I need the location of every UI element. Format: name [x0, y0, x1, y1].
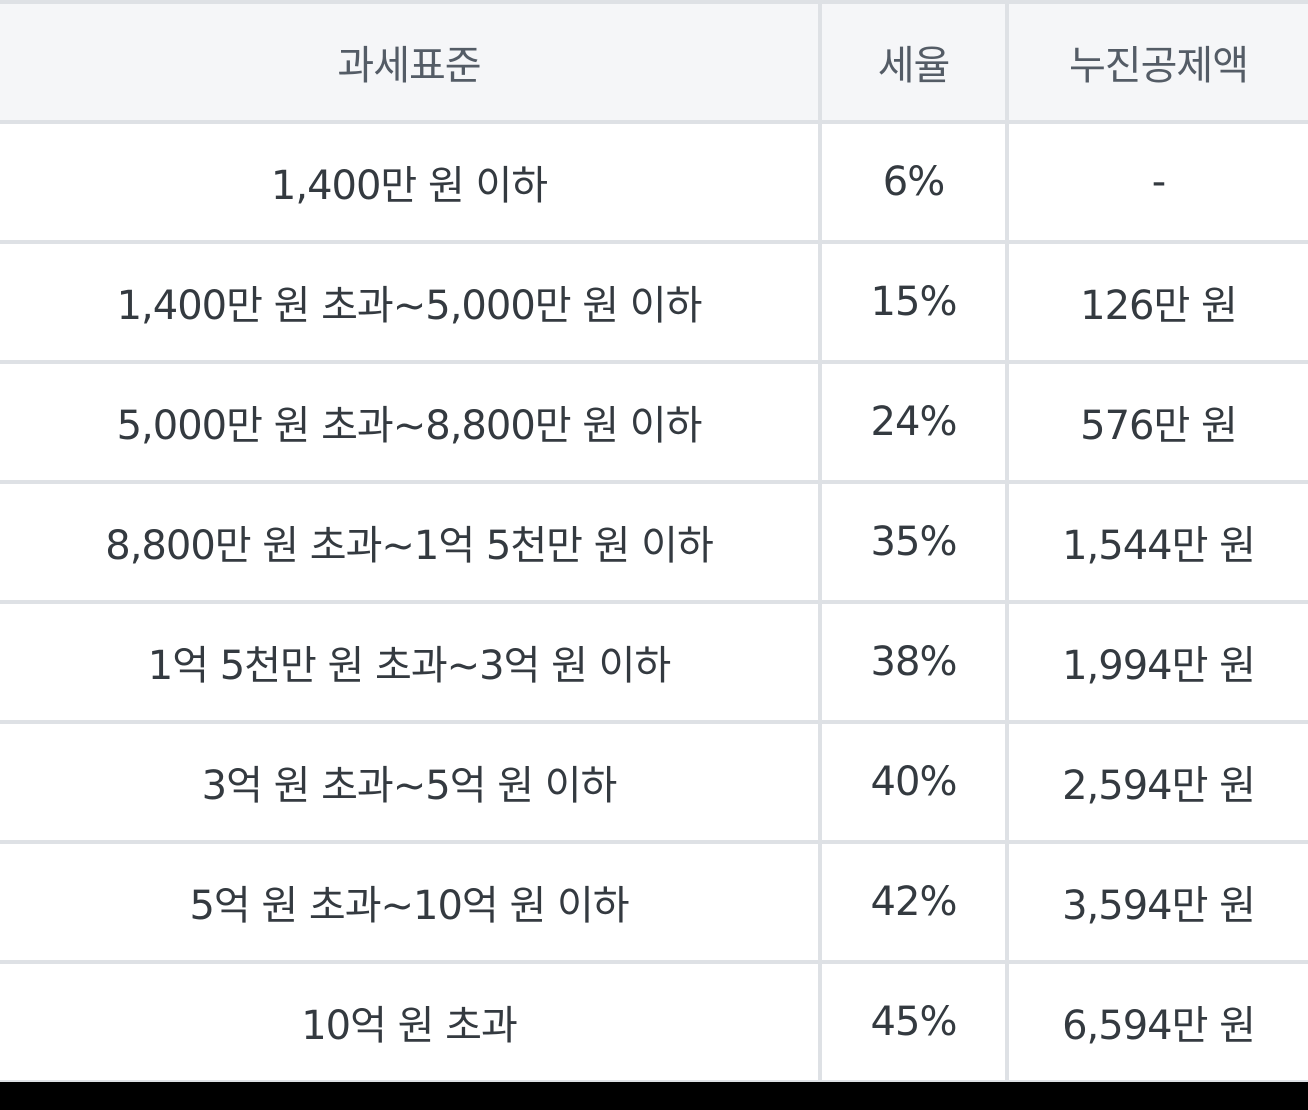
cell-deduction: 3,594만 원 — [1005, 840, 1308, 964]
cell-tax-rate: 42% — [818, 840, 1009, 964]
table-body: 1,400만 원 이하 6% - 1,400만 원 초과~5,000만 원 이하… — [0, 120, 1308, 1084]
cell-tax-base: 1억 5천만 원 초과~3억 원 이하 — [0, 600, 822, 724]
cell-tax-rate: 38% — [818, 600, 1009, 724]
table-row: 5,000만 원 초과~8,800만 원 이하 24% 576만 원 — [0, 360, 1308, 484]
cell-deduction: 2,594만 원 — [1005, 720, 1308, 844]
income-tax-rate-table: 과세표준 세율 누진공제액 1,400만 원 이하 6% - 1,400만 원 … — [0, 0, 1308, 1084]
table-row: 1억 5천만 원 초과~3억 원 이하 38% 1,994만 원 — [0, 600, 1308, 724]
cell-tax-rate: 24% — [818, 360, 1009, 484]
cell-tax-rate: 45% — [818, 960, 1009, 1084]
header-tax-rate: 세율 — [818, 0, 1009, 124]
table-row: 1,400만 원 이하 6% - — [0, 120, 1308, 244]
tax-rate-table-container: 과세표준 세율 누진공제액 1,400만 원 이하 6% - 1,400만 원 … — [0, 0, 1308, 1084]
cell-tax-base: 1,400만 원 이하 — [0, 120, 822, 244]
cell-deduction: 126만 원 — [1005, 240, 1308, 364]
cell-tax-rate: 40% — [818, 720, 1009, 844]
cell-tax-base: 5,000만 원 초과~8,800만 원 이하 — [0, 360, 822, 484]
cell-deduction: 576만 원 — [1005, 360, 1308, 484]
cell-deduction: 1,544만 원 — [1005, 480, 1308, 604]
table-row: 8,800만 원 초과~1억 5천만 원 이하 35% 1,544만 원 — [0, 480, 1308, 604]
cell-tax-base: 10억 원 초과 — [0, 960, 822, 1084]
cell-tax-rate: 6% — [818, 120, 1009, 244]
bottom-black-bar — [0, 1082, 1308, 1110]
header-row: 과세표준 세율 누진공제액 — [0, 0, 1308, 124]
cell-tax-base: 1,400만 원 초과~5,000만 원 이하 — [0, 240, 822, 364]
table-row: 1,400만 원 초과~5,000만 원 이하 15% 126만 원 — [0, 240, 1308, 364]
cell-tax-base: 8,800만 원 초과~1억 5천만 원 이하 — [0, 480, 822, 604]
cell-tax-base: 3억 원 초과~5억 원 이하 — [0, 720, 822, 844]
cell-tax-rate: 15% — [818, 240, 1009, 364]
table-row: 3억 원 초과~5억 원 이하 40% 2,594만 원 — [0, 720, 1308, 844]
cell-deduction: 6,594만 원 — [1005, 960, 1308, 1084]
cell-tax-base: 5억 원 초과~10억 원 이하 — [0, 840, 822, 964]
table-row: 5억 원 초과~10억 원 이하 42% 3,594만 원 — [0, 840, 1308, 964]
header-tax-base: 과세표준 — [0, 0, 822, 124]
table-row: 10억 원 초과 45% 6,594만 원 — [0, 960, 1308, 1084]
header-progressive-deduction: 누진공제액 — [1005, 0, 1308, 124]
cell-tax-rate: 35% — [818, 480, 1009, 604]
table-header: 과세표준 세율 누진공제액 — [0, 0, 1308, 124]
cell-deduction: - — [1005, 120, 1308, 244]
cell-deduction: 1,994만 원 — [1005, 600, 1308, 724]
